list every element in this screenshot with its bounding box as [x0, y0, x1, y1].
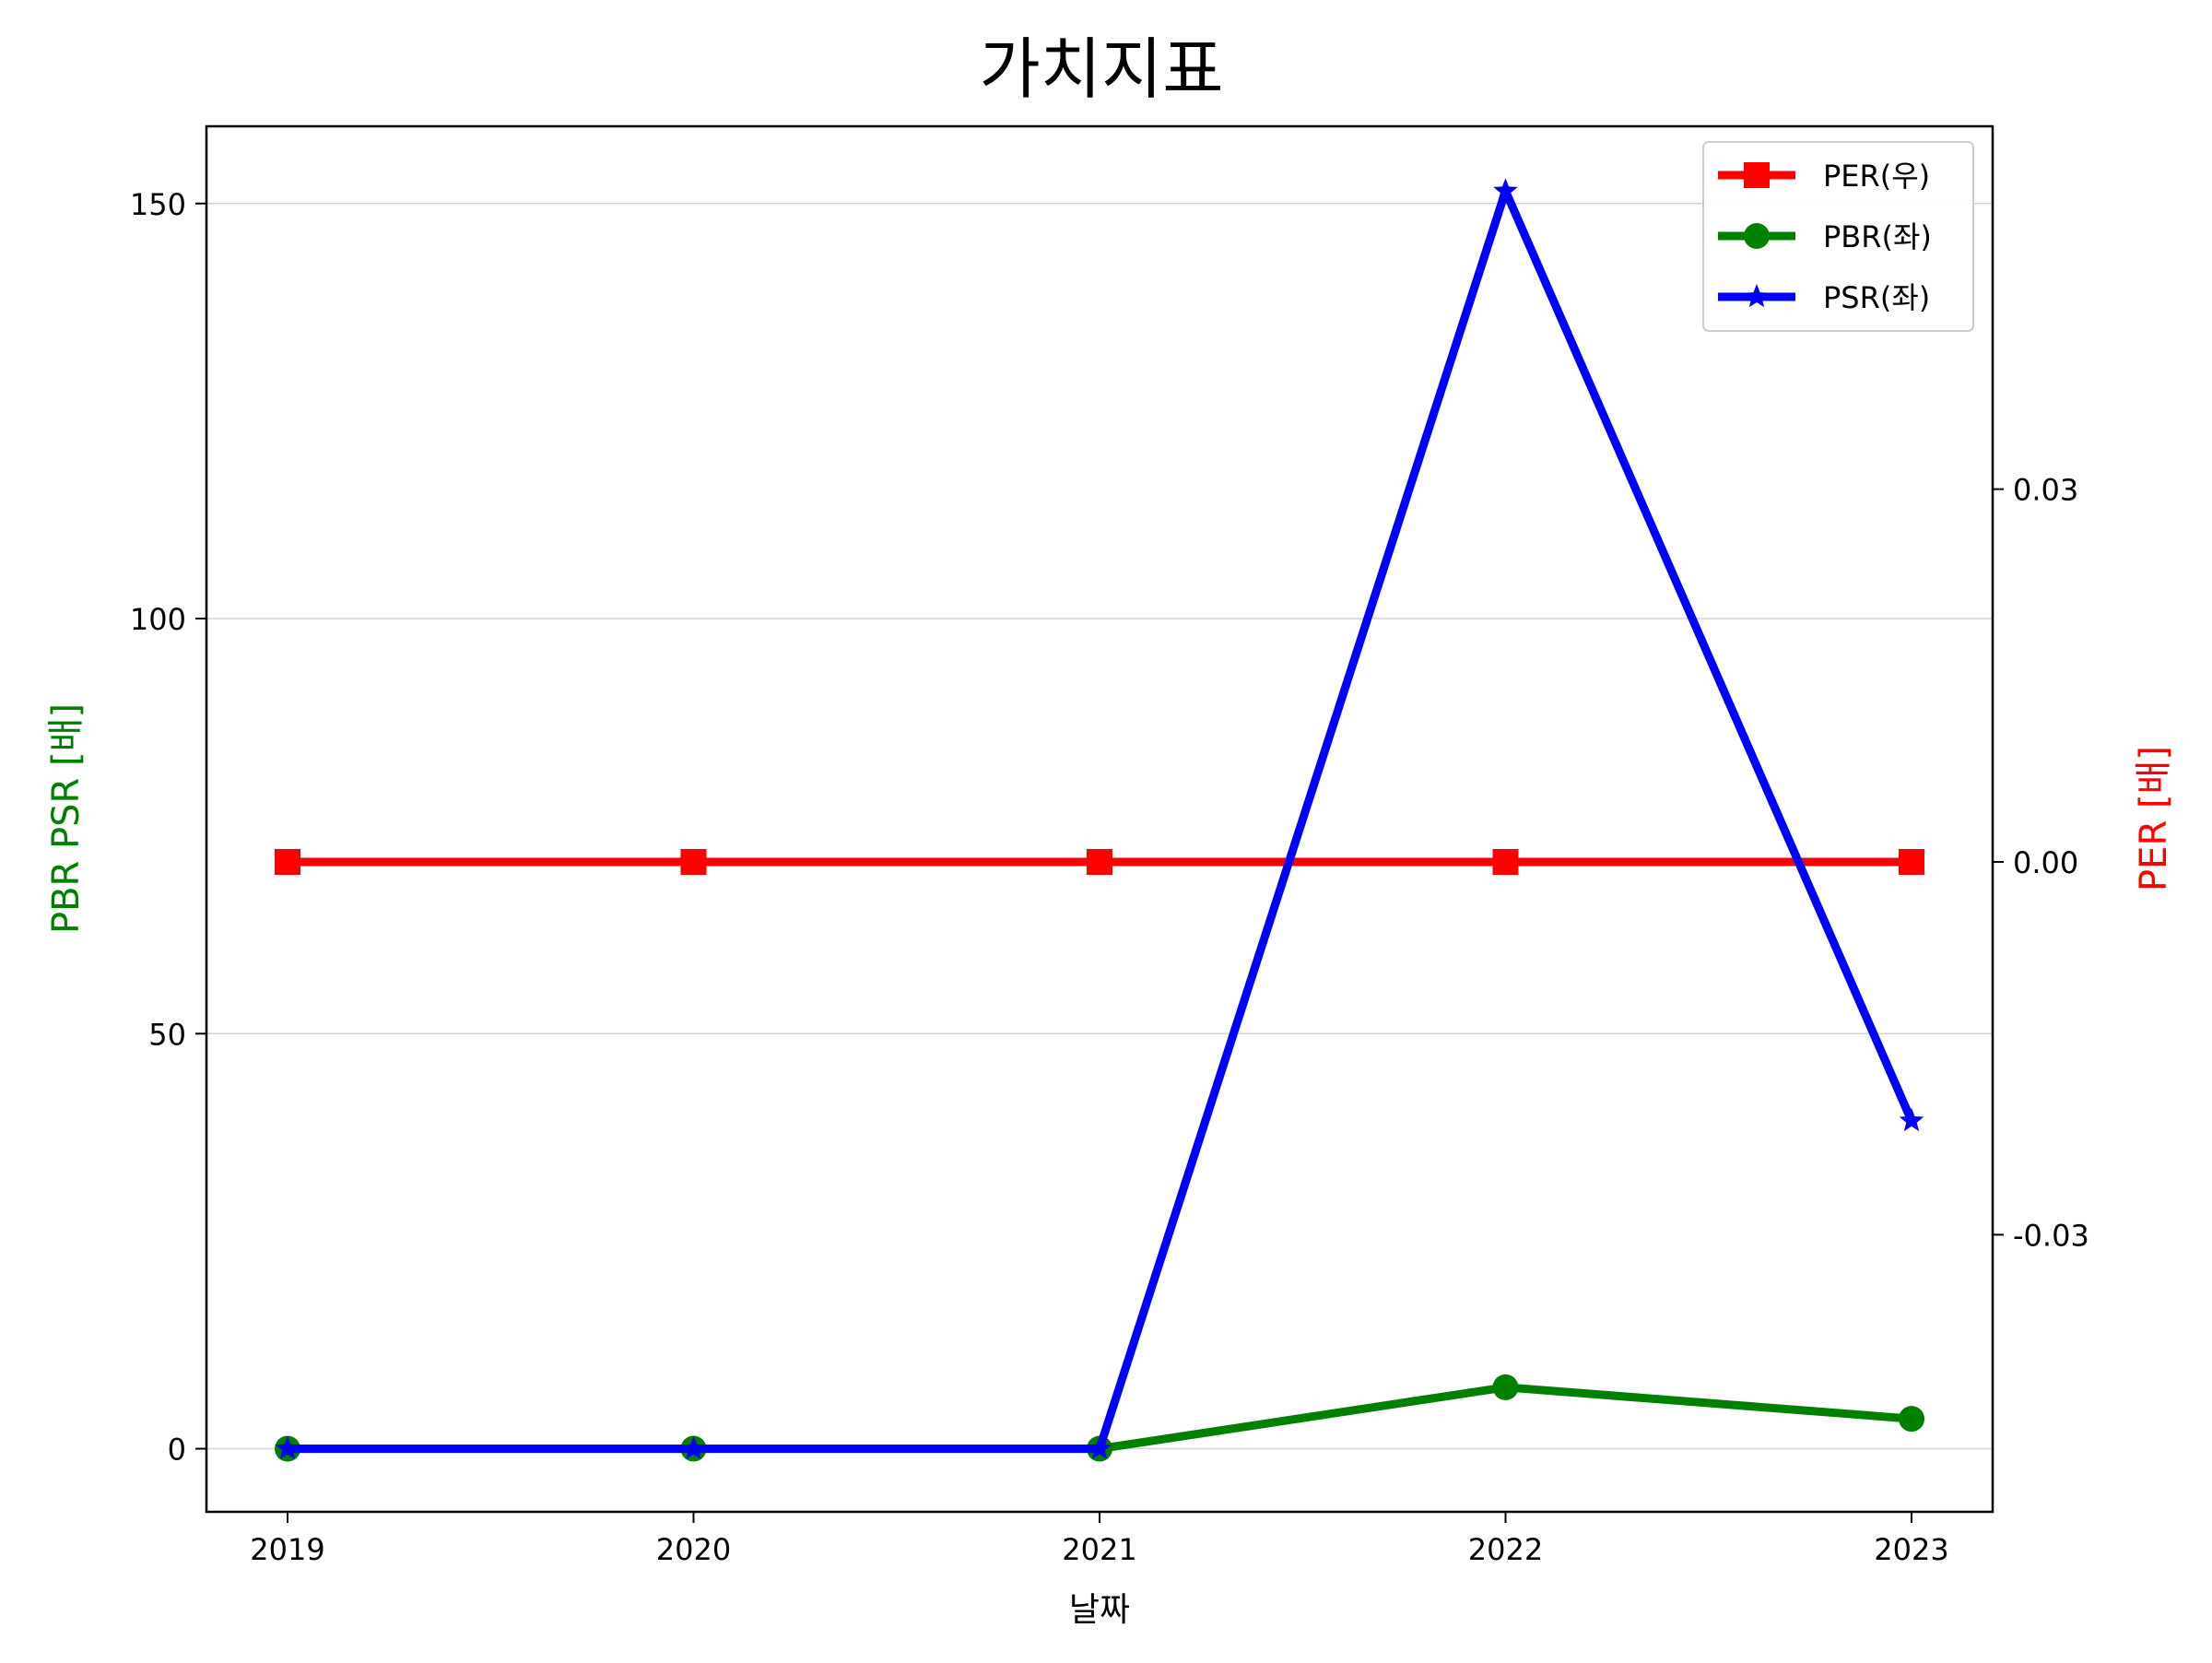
x-axis-label: 날짜: [1069, 1591, 1130, 1629]
data-point-psr: [275, 1435, 300, 1459]
legend-label: PSR(좌): [1823, 280, 1930, 315]
legend-item-pbr: PBR(좌): [1718, 219, 1932, 254]
y-left-tick-label: 150: [130, 187, 186, 222]
y-right-tick-label: 0.03: [2013, 473, 2078, 508]
x-tick-label: 2020: [656, 1532, 731, 1567]
y-axis-left: 0 50 100 150: [130, 187, 206, 1468]
data-point-per: [680, 849, 707, 876]
x-tick-label: 2023: [1874, 1532, 1948, 1567]
series-psr: [275, 178, 1924, 1459]
data-point-psr: [681, 1435, 706, 1459]
legend-box: [1702, 141, 1974, 332]
y-right-tick-label: -0.03: [2013, 1218, 2089, 1253]
data-point-pbr: [1492, 1374, 1519, 1400]
legend-item-psr: PSR(좌): [1718, 280, 1930, 315]
series-layer: [275, 178, 1924, 1462]
legend-marker-psr: [1744, 284, 1770, 308]
legend-marker-pbr: [1744, 223, 1770, 249]
data-point-psr: [1899, 1107, 1924, 1132]
y-right-tick-label: 0.00: [2013, 845, 2078, 880]
x-axis: 2019 2020 2021 2022 2023: [250, 1512, 1949, 1567]
legend-marker-per: [1744, 162, 1770, 188]
x-tick-label: 2022: [1468, 1532, 1543, 1567]
y-axis-right: -0.03 0.00 0.03: [1993, 473, 2089, 1253]
data-point-per: [1899, 849, 1924, 876]
data-point-per: [1492, 849, 1519, 876]
data-point-psr: [1087, 1435, 1112, 1459]
x-tick-label: 2021: [1062, 1532, 1136, 1567]
y-axis-right-label: PER [배]: [2133, 746, 2175, 891]
chart-title: 가치지표: [980, 30, 1224, 108]
x-tick-label: 2019: [250, 1532, 324, 1567]
legend: PER(우) PBR(좌) PSR(좌): [1702, 141, 1974, 332]
data-point-per: [1087, 849, 1112, 876]
y-left-tick-label: 0: [168, 1433, 186, 1468]
series-per: [275, 849, 1924, 876]
y-axis-left-label: PBR PSR [배]: [45, 703, 88, 934]
data-point-per: [275, 849, 300, 876]
y-left-tick-label: 50: [148, 1017, 186, 1052]
legend-label: PER(우): [1823, 159, 1930, 194]
legend-label: PBR(좌): [1823, 219, 1932, 254]
data-point-pbr: [1899, 1406, 1924, 1433]
data-point-psr: [1493, 178, 1518, 202]
y-left-tick-label: 100: [130, 602, 186, 637]
legend-item-per: PER(우): [1718, 159, 1930, 194]
